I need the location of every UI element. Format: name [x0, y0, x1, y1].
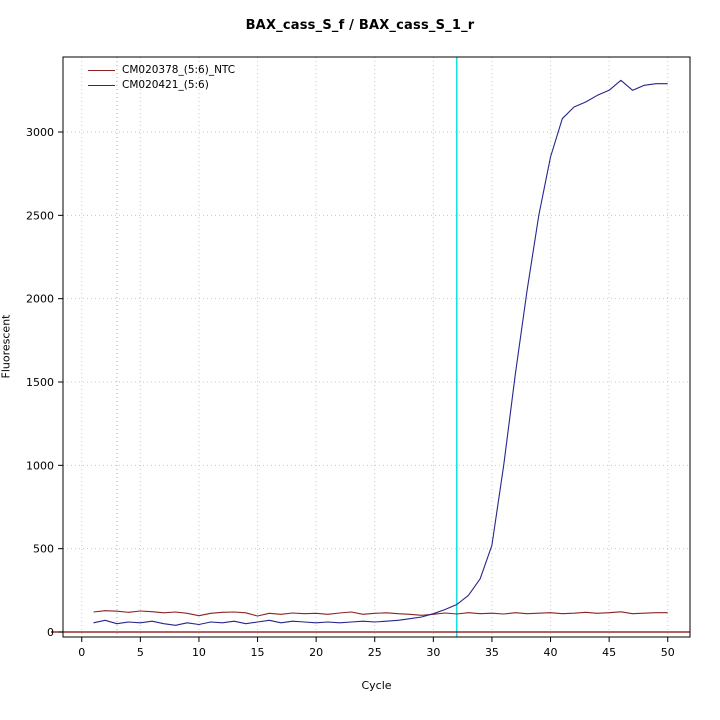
chart-title: BAX_cass_S_f / BAX_cass_S_1_r: [245, 18, 475, 33]
y-tick-label: 500: [33, 543, 54, 556]
x-tick-label: 10: [192, 646, 206, 659]
y-tick-label: 2000: [26, 293, 54, 306]
sample-trace: [93, 79, 668, 626]
x-tick-label: 50: [661, 646, 675, 659]
x-tick-label: 5: [137, 646, 144, 659]
ntc-trace: [93, 610, 668, 617]
x-tick-label: 35: [485, 646, 499, 659]
x-tick-label: 30: [426, 646, 440, 659]
x-tick-label: 20: [309, 646, 323, 659]
plot-frame: [62, 56, 691, 638]
x-tick-label: 40: [544, 646, 558, 659]
legend-label-sample: CM020421_(5:6): [122, 79, 209, 91]
x-tick-label: 45: [602, 646, 616, 659]
legend-label-ntc: CM020378_(5:6)_NTC: [122, 64, 236, 76]
x-axis-title: Cycle: [361, 679, 392, 692]
x-tick-label: 0: [78, 646, 85, 659]
legend-line-sample-ntc: [88, 70, 115, 71]
legend: CM020378_(5:6)_NTC CM020421_(5:6): [88, 63, 235, 93]
y-tick-label: 0: [47, 626, 54, 639]
x-tick-label: 25: [368, 646, 382, 659]
x-tick-label: 15: [251, 646, 265, 659]
y-tick-label: 1000: [26, 459, 54, 472]
legend-item-ntc: CM020378_(5:6)_NTC: [88, 63, 235, 78]
y-axis-title: Fluorescent: [0, 314, 13, 379]
legend-line-sample: [88, 85, 115, 86]
y-tick-label: 1500: [26, 376, 54, 389]
y-tick-label: 3000: [26, 126, 54, 139]
y-tick-label: 2500: [26, 209, 54, 222]
legend-item-sample: CM020421_(5:6): [88, 78, 235, 93]
